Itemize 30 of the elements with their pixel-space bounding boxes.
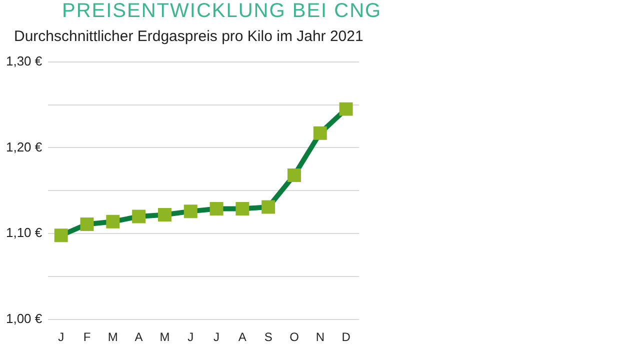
y-tick-label: 1,30 € xyxy=(6,53,43,68)
x-tick-label: N xyxy=(316,330,324,344)
point xyxy=(106,214,120,228)
x-tick-label: D xyxy=(342,330,351,344)
point xyxy=(287,168,301,182)
y-tick-label: 1,20 € xyxy=(6,139,43,154)
point xyxy=(262,200,276,214)
x-tick-label: M xyxy=(160,330,170,344)
y-tick-label: 1,00 € xyxy=(6,311,43,326)
point xyxy=(236,202,250,216)
x-tick-label: A xyxy=(134,330,143,344)
x-tick-label: J xyxy=(58,330,64,344)
chart-subtitle: Durchschnittlicher Erdgaspreis pro Kilo im Jahr 2021 xyxy=(14,28,364,45)
point xyxy=(132,210,146,224)
x-tick-label: F xyxy=(83,330,91,344)
point xyxy=(313,126,327,140)
x-tick-label: S xyxy=(264,330,272,344)
x-tick-label: M xyxy=(108,330,118,344)
point xyxy=(54,228,68,242)
y-tick-label: 1,10 € xyxy=(6,225,43,240)
x-tick-label: O xyxy=(290,330,299,344)
point xyxy=(210,202,224,216)
x-tick-label: A xyxy=(238,330,246,344)
point xyxy=(80,217,94,231)
x-tick-label: J xyxy=(188,330,194,344)
point xyxy=(158,208,172,222)
x-tick-label: J xyxy=(214,330,220,344)
chart-title: PREISENTWICKLUNG BEI CNG xyxy=(62,0,382,23)
point xyxy=(339,102,353,116)
point xyxy=(184,204,198,218)
